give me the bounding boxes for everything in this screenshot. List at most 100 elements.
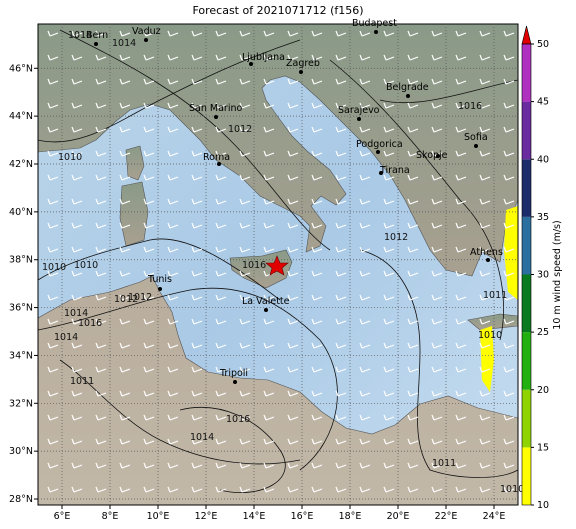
wind-barb — [311, 462, 323, 469]
forecast-star — [265, 255, 289, 276]
wind-barb — [47, 366, 59, 373]
city-marker — [233, 380, 237, 384]
wind-barb — [95, 102, 107, 109]
wind-barb — [239, 390, 251, 397]
wind-barb — [263, 246, 275, 253]
corsica — [125, 145, 145, 181]
colorbar-segment — [522, 101, 531, 160]
city-label: Budapest — [352, 18, 397, 29]
wind-barb — [95, 366, 107, 373]
wind-barb — [215, 366, 227, 373]
wind-barb — [191, 30, 203, 37]
wind-barb — [359, 54, 371, 61]
wind-barb — [407, 342, 419, 349]
colorbar-tick-label: 20 — [537, 385, 549, 396]
wind-barb — [167, 438, 179, 445]
wind-barb — [431, 30, 443, 37]
wind-barb — [359, 342, 371, 349]
wind-barb — [479, 318, 491, 325]
wind-barb — [287, 174, 299, 181]
wind-barb — [287, 438, 299, 445]
wind-barb — [143, 54, 155, 61]
wind-barb — [263, 150, 275, 157]
wind-barb — [119, 198, 131, 205]
wind-barb — [119, 30, 131, 37]
lon-tick-label: 14°E — [243, 511, 266, 522]
wind-barb — [479, 390, 491, 397]
wind-barb — [455, 486, 467, 493]
wind-barb — [143, 30, 155, 37]
wind-barb — [335, 102, 347, 109]
wind-barb — [95, 390, 107, 397]
wind-barb — [503, 318, 515, 325]
wind-barb — [335, 222, 347, 229]
wind-barb — [119, 102, 131, 109]
wind-barb — [239, 342, 251, 349]
wind-barb — [71, 102, 83, 109]
wind-barb — [311, 102, 323, 109]
city-marker — [406, 94, 410, 98]
wind-barb — [383, 390, 395, 397]
wind-barb — [335, 342, 347, 349]
isobar-label: 1014 — [190, 432, 214, 443]
wind-barb — [239, 198, 251, 205]
wind-barb — [335, 438, 347, 445]
wind-barb — [383, 462, 395, 469]
wind-barb — [311, 30, 323, 37]
wind-barb — [311, 78, 323, 85]
wind-barb — [431, 54, 443, 61]
wind-barb — [119, 390, 131, 397]
wind-barb — [359, 150, 371, 157]
wind-barb — [215, 198, 227, 205]
wind-barb — [455, 294, 467, 301]
wind-barb — [455, 246, 467, 253]
wind-barb — [479, 246, 491, 253]
wind-patch — [504, 206, 518, 300]
wind-barb — [359, 390, 371, 397]
wind-barb — [311, 150, 323, 157]
city-label: Tirana — [379, 165, 410, 176]
wind-barb — [71, 390, 83, 397]
lat-tick-label: 42°N — [9, 159, 33, 170]
wind-barb — [287, 366, 299, 373]
wind-barb — [167, 102, 179, 109]
wind-barb — [455, 126, 467, 133]
wind-barb — [407, 318, 419, 325]
wind-barb — [143, 246, 155, 253]
wind-barb — [479, 198, 491, 205]
isobar-label: 1010 — [478, 330, 502, 341]
wind-barb — [143, 390, 155, 397]
wind-barb — [95, 222, 107, 229]
wind-barb — [287, 150, 299, 157]
wind-barb — [47, 102, 59, 109]
wind-barb — [215, 294, 227, 301]
wind-barb — [191, 366, 203, 373]
wind-barb — [47, 318, 59, 325]
wind-barb — [311, 198, 323, 205]
city-label: Bern — [86, 30, 108, 41]
city-label: Tunis — [147, 274, 172, 285]
wind-barb — [215, 30, 227, 37]
wind-barb — [263, 390, 275, 397]
wind-barb — [455, 366, 467, 373]
wind-barb — [239, 30, 251, 37]
colorbar-segment — [522, 159, 531, 217]
city-label: Vaduz — [132, 26, 161, 37]
wind-barb — [263, 54, 275, 61]
wind-barb — [143, 414, 155, 421]
wind-barb — [239, 246, 251, 253]
wind-barb — [311, 270, 323, 277]
wind-barb — [263, 414, 275, 421]
wind-barb — [167, 198, 179, 205]
city-marker — [94, 42, 98, 46]
city-marker — [486, 258, 490, 262]
wind-barb — [191, 150, 203, 157]
wind-barb — [455, 462, 467, 469]
wind-barb — [431, 486, 443, 493]
wind-barb — [407, 246, 419, 253]
wind-barb — [71, 462, 83, 469]
wind-barb — [47, 342, 59, 349]
wind-barb — [503, 174, 515, 181]
wind-barb — [407, 390, 419, 397]
